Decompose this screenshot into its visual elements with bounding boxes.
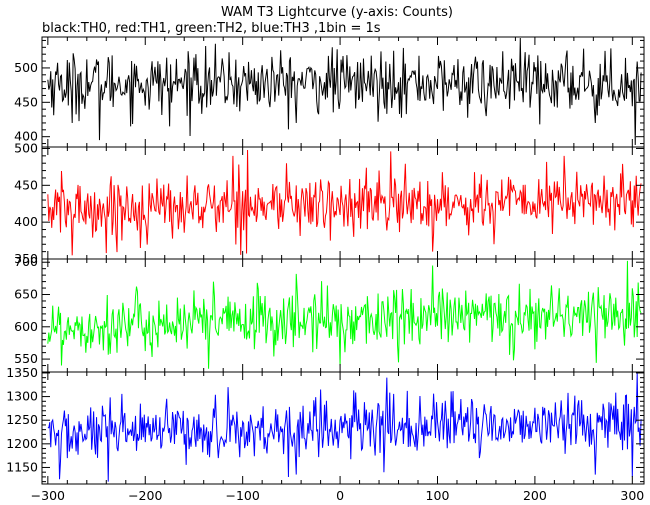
x-tick-label: 100 xyxy=(426,488,450,503)
y-tick-label: 550 xyxy=(14,351,38,366)
y-tick-label: 1350 xyxy=(6,365,38,380)
series-line-th0 xyxy=(47,38,642,145)
panel-frame xyxy=(41,371,645,485)
y-tick-label: 1300 xyxy=(6,389,38,404)
y-tick-label: 700 xyxy=(14,254,38,269)
panel-th2: 550 600 650 700 xyxy=(14,254,645,373)
x-axis: −300 −200 −100 0 100 200 300 xyxy=(31,488,645,503)
x-tick-label: 200 xyxy=(523,488,547,503)
panel-th3: 1150 1200 1250 1300 1350 xyxy=(6,365,645,485)
series-line-th3 xyxy=(47,372,642,482)
x-tick-label: 0 xyxy=(336,488,344,503)
y-tick-label: 600 xyxy=(14,319,38,334)
y-tick-label: 450 xyxy=(14,94,38,109)
panel-th0: 400 450 500 xyxy=(14,36,645,148)
series-line-th1 xyxy=(47,149,642,256)
chart-subtitle: black:TH0, red:TH1, green:TH2, blue:TH3 … xyxy=(42,21,381,36)
x-tick-label: 300 xyxy=(620,488,644,503)
y-tick-label: 500 xyxy=(14,140,38,155)
x-tick-label: −100 xyxy=(225,488,259,503)
y-tick-label: 1150 xyxy=(6,459,38,474)
panels: 400 450 500 350 400 450 500 550 600 650 700 1150 120… xyxy=(6,36,645,485)
y-tick-label: 1250 xyxy=(6,412,38,427)
y-tick-label: 500 xyxy=(14,60,38,75)
y-tick-label: 650 xyxy=(14,287,38,302)
y-tick-label: 400 xyxy=(14,129,38,144)
panel-frame xyxy=(41,258,645,373)
chart-title: WAM T3 Lightcurve (y-axis: Counts) xyxy=(221,5,453,20)
y-tick-label: 1200 xyxy=(6,436,38,451)
series-line-th2 xyxy=(47,260,642,369)
x-tick-label: −200 xyxy=(128,488,162,503)
y-tick-label: 350 xyxy=(14,251,38,266)
y-tick-label: 450 xyxy=(14,177,38,192)
y-tick-label: 400 xyxy=(14,214,38,229)
panel-th1: 350 400 450 500 xyxy=(14,140,645,266)
x-tick-label: −300 xyxy=(31,488,65,503)
